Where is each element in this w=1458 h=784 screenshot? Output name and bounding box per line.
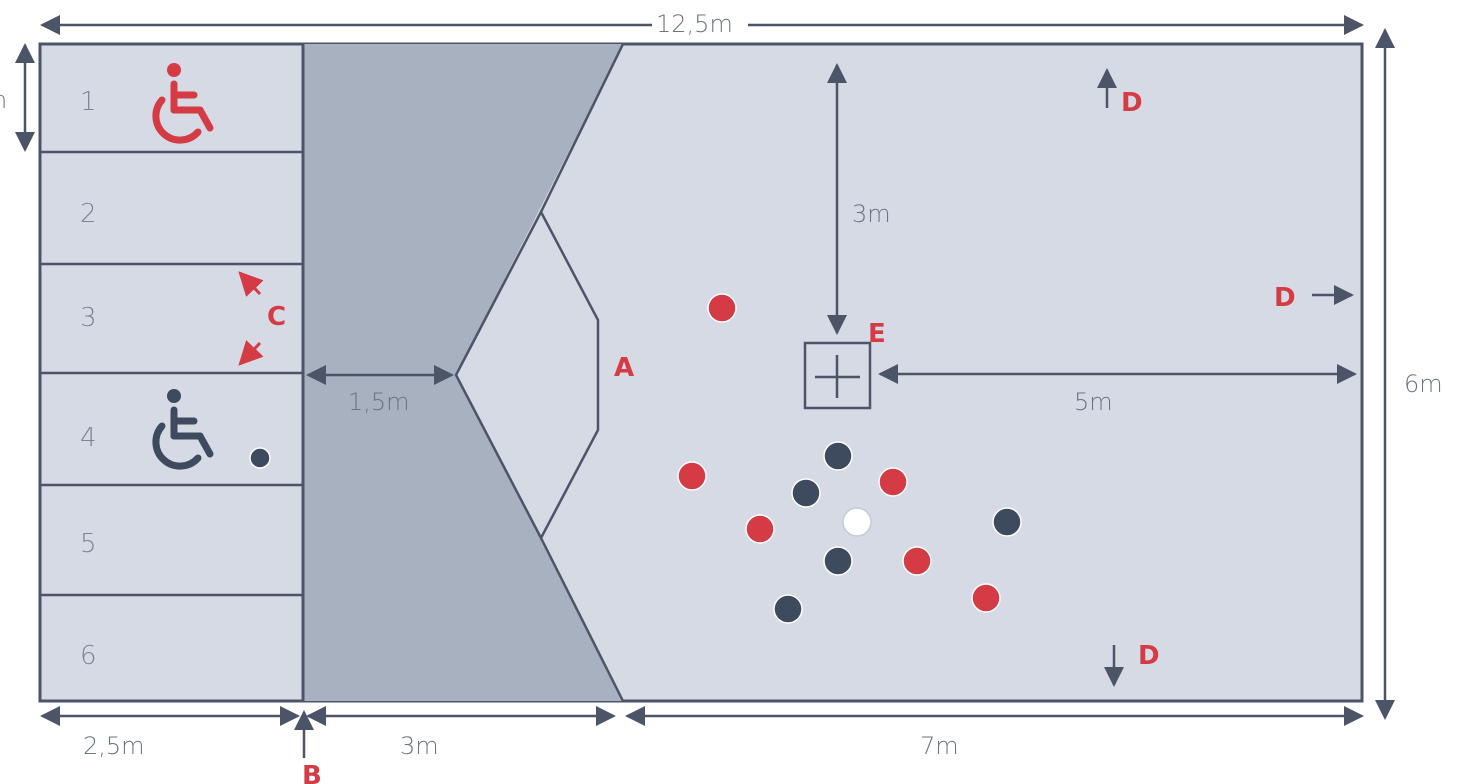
box-number-6: 6 <box>80 641 97 671</box>
ball-red <box>677 461 707 491</box>
dim-label-3m-bottom: 3m <box>400 732 439 760</box>
dim-label-1-5m: 1,5m <box>348 388 410 416</box>
cross-box <box>803 341 872 410</box>
box-number-4: 4 <box>80 423 97 453</box>
label-d-right: D <box>1274 283 1296 313</box>
ball-navy <box>791 478 821 508</box>
dim-label-5m: 5m <box>1074 388 1113 416</box>
dim-label-2-5m: 2,5m <box>83 732 145 760</box>
ball-navy <box>773 594 803 624</box>
box-number-1: 1 <box>80 87 97 117</box>
wheelchair-icon-red <box>152 63 214 144</box>
label-c: C <box>267 302 286 332</box>
dim-label-7m: 7m <box>920 732 959 760</box>
ball-navy <box>992 507 1022 537</box>
no-throw-zone <box>303 44 623 701</box>
jack-ball-white <box>842 507 872 537</box>
wheelchair-icon-navy <box>152 389 214 470</box>
box-number-2: 2 <box>80 199 97 229</box>
ball-red <box>878 467 908 497</box>
box-number-3: 3 <box>80 303 97 333</box>
label-b: B <box>302 761 322 784</box>
zone-edge-top <box>539 43 625 213</box>
dim-label-total-width: 6m <box>1404 370 1443 398</box>
ball-red <box>707 293 737 323</box>
box-number-5: 5 <box>80 529 97 559</box>
v-line-area <box>454 209 600 541</box>
dim-label-3m-vertical: 3m <box>852 200 891 228</box>
dim-label-box-width: n <box>0 86 7 114</box>
throwing-box-dividers <box>40 150 303 597</box>
label-d-top: D <box>1121 88 1143 118</box>
ball-navy <box>823 546 853 576</box>
ball-red <box>971 583 1001 613</box>
ball-red <box>745 514 775 544</box>
label-e: E <box>868 319 886 349</box>
ball-red <box>902 546 932 576</box>
ball-navy <box>823 441 853 471</box>
dim-label-total-length: 12,5m <box>656 10 733 38</box>
c-arrow-up <box>238 271 264 297</box>
c-arrow-down <box>238 340 264 366</box>
balls <box>677 293 1022 624</box>
ball-navy-box4 <box>249 447 271 469</box>
zone-edge-bottom <box>539 537 625 702</box>
label-a: A <box>614 353 634 383</box>
label-d-bottom: D <box>1138 641 1160 671</box>
